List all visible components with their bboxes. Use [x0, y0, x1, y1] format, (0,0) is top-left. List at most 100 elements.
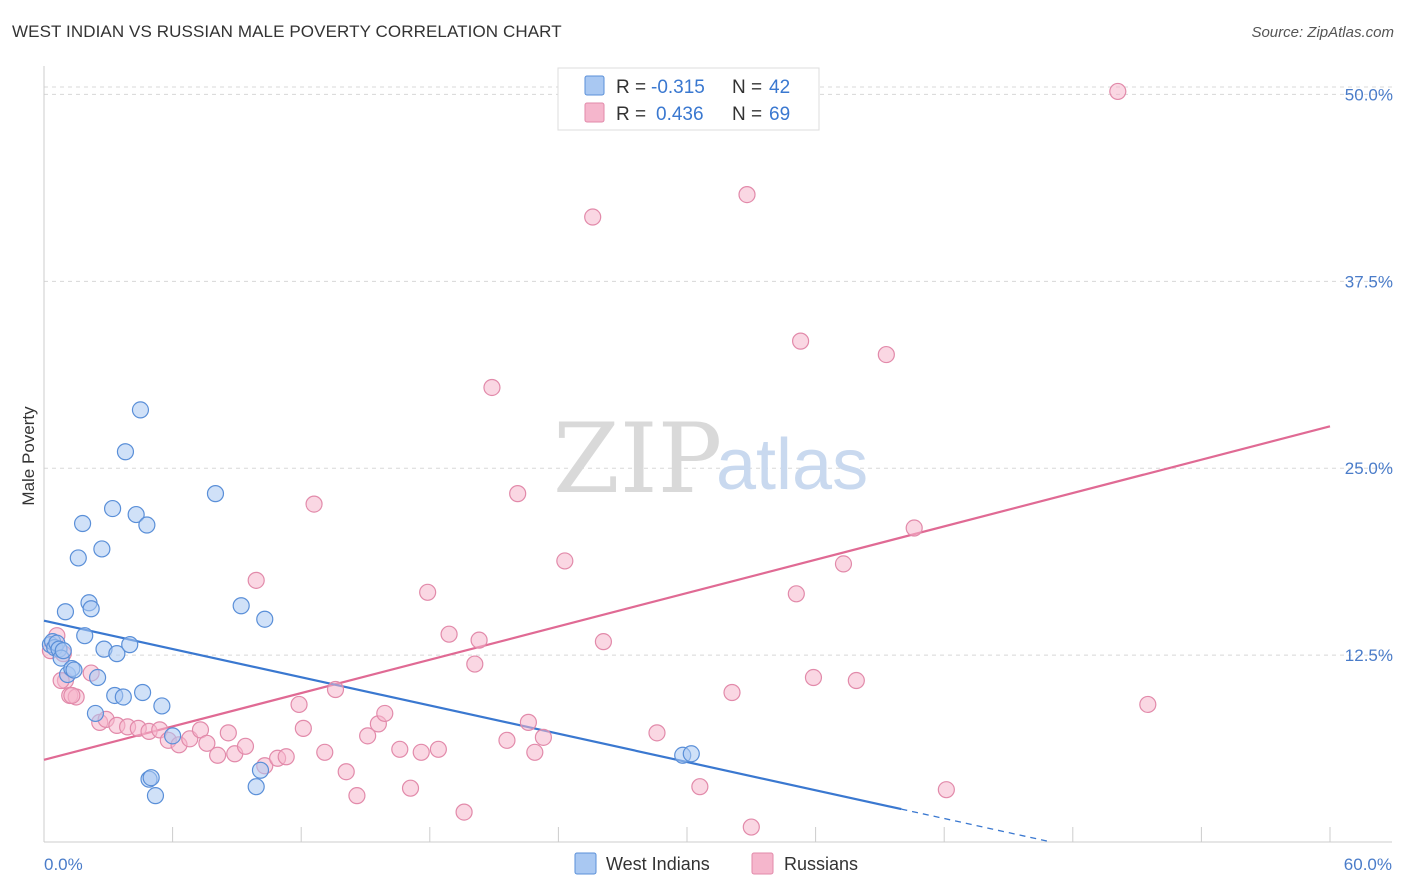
west-indians-point-35	[232, 597, 250, 615]
chart-title: WEST INDIAN VS RUSSIAN MALE POVERTY CORR…	[12, 22, 562, 41]
legend-west-indians-swatch	[574, 852, 597, 875]
legend-n-value-1: 42	[769, 77, 790, 98]
russians-point-57	[691, 778, 709, 796]
west-indians-point-16	[88, 668, 107, 687]
west-indians-point-26	[131, 401, 150, 419]
legend-r-label-1: R =	[616, 77, 646, 98]
grid-lines	[44, 86, 1392, 656]
west-indians-point-31	[146, 787, 165, 805]
west-indians-point-21	[108, 645, 126, 663]
russians-point-67	[905, 519, 923, 537]
russians-point-63	[804, 668, 823, 687]
series-legend: West Indians Russians	[574, 852, 858, 875]
russians-point-41	[429, 740, 447, 758]
russians-point-69	[1109, 82, 1127, 101]
legend-n-value-2: 69	[769, 104, 790, 125]
trend-lines	[43, 425, 1331, 843]
west-indians-point-41	[54, 642, 72, 660]
west-indians-point-38	[256, 610, 274, 628]
russians-point-51	[534, 728, 552, 746]
legend-r-value-1: -0.315	[651, 77, 705, 98]
legend-russians-label: Russians	[784, 854, 858, 874]
russians-point-40	[419, 583, 437, 601]
russians-point-47	[498, 731, 516, 749]
west-indians-points	[41, 401, 700, 805]
russians-point-28	[294, 719, 312, 737]
russians-point-27	[290, 695, 308, 714]
west-indians-point-30	[142, 769, 160, 787]
russians-point-29	[305, 495, 323, 513]
west-indians-point-19	[103, 499, 122, 518]
west-indians-swatch	[584, 75, 605, 96]
legend-n-label-2: N =	[732, 104, 762, 125]
west-indians-point-23	[116, 443, 135, 461]
russians-point-44	[466, 655, 484, 673]
russians-point-31	[326, 680, 345, 699]
x-tick-label-min: 0.0%	[44, 855, 83, 874]
russians-point-62	[791, 332, 810, 350]
legend-russians-swatch	[751, 852, 774, 875]
west-indians-point-9	[65, 661, 83, 679]
legend-r-value-2: 0.436	[656, 104, 704, 125]
russians-point-61	[787, 585, 805, 603]
russians-point-36	[376, 704, 394, 723]
y-tick-labels: 12.5% 25.0% 37.5% 50.0%	[1345, 85, 1393, 665]
west-indians-point-32	[153, 697, 171, 715]
y-axis-title: Male Poverty	[19, 406, 38, 506]
legend-r-label-2: R =	[616, 104, 646, 125]
russians-point-52	[556, 552, 574, 570]
legend-n-label-1: N =	[732, 77, 762, 98]
russians-point-46	[483, 378, 501, 397]
russians-point-33	[348, 787, 366, 805]
west-indians-point-14	[82, 600, 100, 618]
russians-point-42	[440, 625, 458, 643]
russians-point-64	[834, 555, 853, 573]
west-indians-point-37	[251, 761, 270, 779]
west-indians-point-24	[121, 636, 139, 654]
west-indians-point-22	[114, 688, 132, 706]
west-indians-point-25	[127, 505, 145, 524]
russians-swatch	[584, 102, 605, 123]
russians-point-70	[1139, 695, 1157, 714]
west-indians-point-28	[138, 516, 156, 534]
west-indians-point-17	[93, 540, 111, 558]
west-indians-point-34	[206, 485, 225, 503]
russians-point-23	[247, 571, 265, 589]
russians-point-34	[359, 727, 377, 745]
russians-point-19	[209, 746, 227, 764]
y-tick-label-0: 12.5%	[1345, 646, 1393, 665]
west-indians-trend-extension	[901, 808, 1052, 843]
russians-point-54	[594, 633, 613, 651]
y-tick-label-2: 37.5%	[1345, 272, 1393, 291]
west-indians-point-27	[133, 683, 152, 702]
x-tick-label-max: 60.0%	[1344, 855, 1392, 874]
russians-point-39	[412, 743, 430, 761]
russians-point-49	[519, 713, 537, 731]
russians-point-53	[584, 208, 602, 226]
russians-point-66	[877, 345, 895, 364]
legend-west-indians-label: West Indians	[606, 854, 710, 874]
russians-point-68	[937, 781, 955, 799]
west-indians-point-10	[69, 549, 87, 567]
russians-point-45	[470, 631, 488, 649]
source-label: Source: ZipAtlas.com	[1251, 24, 1394, 41]
russians-point-48	[509, 485, 527, 503]
axes	[43, 66, 1392, 843]
russians-point-56	[648, 724, 666, 742]
west-indians-point-11	[73, 514, 92, 533]
russians-points	[41, 81, 1157, 836]
russians-point-58	[723, 683, 741, 702]
y-tick-label-1: 25.0%	[1345, 459, 1393, 478]
russians-point-38	[401, 779, 420, 797]
russians-point-18	[198, 734, 216, 752]
russians-point-50	[526, 743, 544, 761]
west-indians-point-40	[682, 745, 700, 763]
west-indians-point-6	[56, 603, 75, 621]
west-indians-point-12	[76, 627, 94, 645]
west-indians-point-36	[247, 778, 265, 796]
west-indians-point-15	[86, 704, 105, 723]
russians-point-60	[742, 818, 760, 836]
russians-point-32	[337, 763, 355, 781]
watermark-zip: ZIP	[553, 403, 722, 515]
